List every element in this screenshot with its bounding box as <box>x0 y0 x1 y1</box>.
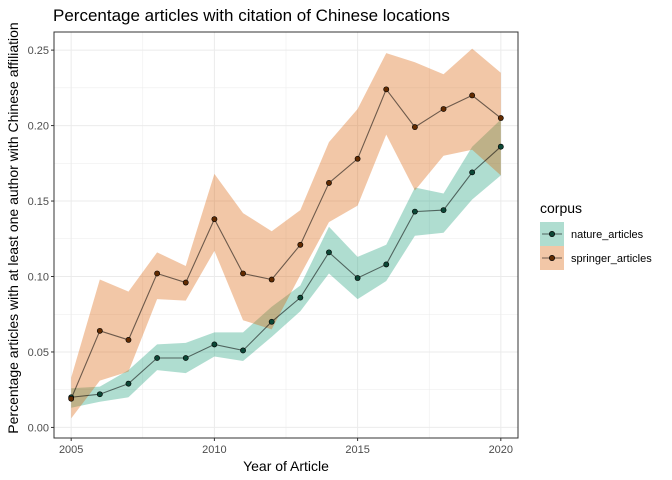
point-springer_articles <box>125 336 132 343</box>
point-fill-nature_articles <box>154 355 160 361</box>
point-springer_articles <box>154 270 161 277</box>
point-nature_articles <box>125 380 132 387</box>
x-axis-label: Year of Article <box>243 458 329 474</box>
legend-label-springer_articles: springer_articles <box>571 253 652 265</box>
point-springer_articles <box>326 180 332 186</box>
point-nature_articles <box>326 249 332 256</box>
point-fill-nature_articles <box>97 391 103 397</box>
point-springer_articles <box>497 115 504 121</box>
y-tick-label: 0.20 <box>28 121 49 133</box>
point-fill-nature_articles <box>298 295 303 300</box>
point-fill-springer_articles <box>154 271 160 276</box>
point-springer_articles <box>96 327 103 334</box>
point-fill-nature_articles <box>212 342 217 347</box>
x-tick-label: 2020 <box>489 444 513 456</box>
point-fill-nature_articles <box>183 355 189 361</box>
point-fill-springer_articles <box>212 216 217 222</box>
legend-key-point <box>549 255 555 261</box>
legend-title: corpus <box>540 200 582 216</box>
y-tick-label: 0.25 <box>28 45 49 57</box>
point-springer_articles <box>182 279 189 286</box>
point-fill-nature_articles <box>126 381 131 386</box>
point-fill-nature_articles <box>269 319 274 325</box>
point-fill-springer_articles <box>183 280 189 285</box>
point-fill-springer_articles <box>298 242 303 248</box>
point-nature_articles <box>354 275 361 281</box>
point-fill-springer_articles <box>269 277 274 282</box>
minor-gridlines <box>54 32 518 438</box>
point-fill-springer_articles <box>97 328 103 334</box>
y-tick-label: 0.05 <box>28 347 49 359</box>
legend: corpus nature_articles springer_articles <box>540 200 652 270</box>
point-springer_articles <box>411 124 418 130</box>
point-fill-springer_articles <box>326 180 332 186</box>
point-nature_articles <box>411 208 418 215</box>
legend-key-point <box>549 231 555 237</box>
point-nature_articles <box>268 318 275 325</box>
x-tick-label: 2005 <box>59 444 83 456</box>
band-nature_articles <box>71 119 501 408</box>
major-gridlines <box>54 32 518 438</box>
point-springer_articles <box>268 276 275 283</box>
line-nature_articles <box>71 146 502 398</box>
y-tick-label: 0.10 <box>28 272 49 284</box>
plot-border <box>53 31 519 439</box>
point-fill-springer_articles <box>441 106 446 112</box>
point-nature_articles <box>497 143 504 150</box>
legend-key-point-fill <box>549 231 555 237</box>
point-springer_articles <box>440 106 447 112</box>
y-axis-label: Percentage articles with at least one au… <box>5 22 21 433</box>
point-fill-springer_articles <box>240 271 246 276</box>
point-fill-springer_articles <box>383 87 389 92</box>
point-springer_articles <box>469 92 476 99</box>
point-nature_articles <box>154 355 161 361</box>
point-springer_articles <box>68 395 75 402</box>
y-tick-label: 0.15 <box>28 196 49 208</box>
legend-key-point-fill <box>549 255 555 261</box>
point-fill-nature_articles <box>469 170 475 175</box>
confidence-bands <box>71 48 501 419</box>
point-springer_articles <box>383 86 390 93</box>
point-fill-nature_articles <box>326 250 332 255</box>
y-axis: 0.00 0.05 0.10 0.15 0.20 0.25 <box>28 45 54 434</box>
point-fill-nature_articles <box>498 144 504 150</box>
point-fill-nature_articles <box>240 348 246 353</box>
point-nature_articles <box>211 341 218 348</box>
chart-title: Percentage articles with citation of Chi… <box>53 6 450 25</box>
x-tick-label: 2015 <box>345 444 369 456</box>
point-nature_articles <box>297 294 304 301</box>
y-tick-label: 0.00 <box>28 422 49 434</box>
point-fill-springer_articles <box>68 396 74 402</box>
point-springer_articles <box>211 216 218 223</box>
point-nature_articles <box>440 207 447 213</box>
point-fill-nature_articles <box>383 262 389 267</box>
x-axis: 2005 2010 2015 2020 <box>59 438 513 456</box>
point-fill-nature_articles <box>355 275 360 281</box>
x-tick-label: 2010 <box>202 444 226 456</box>
point-nature_articles <box>96 391 103 398</box>
point-springer_articles <box>240 270 246 277</box>
point-springer_articles <box>297 241 304 248</box>
band-springer_articles <box>71 48 501 419</box>
point-fill-springer_articles <box>498 115 504 121</box>
series-lines <box>70 88 502 399</box>
point-fill-springer_articles <box>469 93 475 98</box>
point-fill-springer_articles <box>126 337 131 343</box>
point-springer_articles <box>354 155 361 162</box>
point-fill-springer_articles <box>412 124 418 130</box>
point-fill-nature_articles <box>412 209 418 214</box>
point-nature_articles <box>469 169 476 176</box>
point-nature_articles <box>240 347 246 354</box>
legend-label-nature_articles: nature_articles <box>571 229 644 241</box>
line-springer_articles <box>70 88 502 399</box>
point-nature_articles <box>383 261 390 268</box>
point-nature_articles <box>182 355 189 361</box>
series-points <box>68 86 504 402</box>
point-fill-springer_articles <box>355 156 360 162</box>
point-fill-nature_articles <box>441 207 446 213</box>
